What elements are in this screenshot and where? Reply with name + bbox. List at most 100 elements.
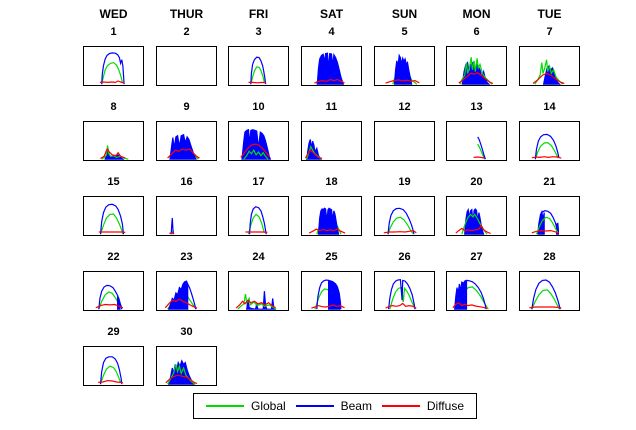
day-plot-9 — [167, 133, 200, 160]
day-cell-19 — [374, 196, 435, 236]
beam-curve — [169, 133, 197, 160]
day-number-11: 11 — [325, 101, 338, 113]
day-cell-27 — [446, 271, 507, 311]
day-cell-25 — [301, 271, 362, 311]
day-cell-17 — [228, 196, 289, 236]
day-number-27: 27 — [470, 251, 483, 263]
day-cell-5 — [374, 46, 435, 86]
beam-curve — [249, 206, 267, 235]
beam-curve — [306, 139, 323, 160]
beam-curve — [316, 52, 345, 85]
day-plot-6 — [458, 57, 494, 85]
day-cell-10 — [228, 121, 289, 161]
day-plot-23 — [164, 280, 198, 310]
day-number-9: 9 — [183, 101, 190, 113]
diffuse-curve — [529, 306, 562, 309]
weekday-header-sun: SUN — [391, 7, 418, 21]
day-plot-29 — [98, 356, 124, 385]
diffuse-curve — [383, 229, 417, 234]
beam-curve — [317, 207, 340, 235]
diffuse-curve — [531, 156, 562, 159]
day-cell-22 — [83, 271, 144, 311]
day-number-8: 8 — [110, 101, 117, 113]
beam-curve — [116, 295, 121, 310]
day-number-23: 23 — [180, 251, 193, 263]
diffuse-curve — [452, 301, 488, 310]
day-plot-8 — [100, 145, 129, 160]
day-plot-13 — [473, 136, 486, 160]
day-cell-11 — [301, 121, 362, 161]
diffuse-curve — [304, 149, 323, 160]
day-number-26: 26 — [398, 251, 411, 263]
diffuse-curve — [165, 374, 198, 385]
day-number-6: 6 — [473, 26, 480, 38]
day-cell-3 — [228, 46, 289, 86]
day-number-5: 5 — [401, 26, 408, 38]
diffuse-curve — [314, 78, 345, 84]
day-plot-10 — [240, 128, 272, 160]
legend: Global Beam Diffuse — [193, 393, 477, 419]
diffuse-curve — [385, 302, 417, 309]
weekday-header-sat: SAT — [319, 7, 344, 21]
day-number-24: 24 — [252, 251, 265, 263]
day-cell-15 — [83, 196, 144, 236]
day-number-28: 28 — [543, 251, 556, 263]
day-plot-24 — [235, 291, 277, 310]
legend-label-global: Global — [251, 399, 286, 413]
day-number-25: 25 — [325, 251, 338, 263]
day-cell-30 — [156, 346, 217, 386]
day-number-1: 1 — [110, 26, 117, 38]
global-curve — [531, 289, 561, 310]
diffuse-curve — [308, 228, 346, 234]
beam-curve — [99, 203, 125, 235]
day-number-14: 14 — [543, 101, 556, 113]
beam-curve — [99, 356, 123, 385]
beam-curve — [534, 133, 560, 160]
weekday-header-tue: TUE — [537, 7, 562, 21]
day-number-18: 18 — [325, 176, 338, 188]
diffuse-curve — [169, 231, 175, 235]
day-plot-18 — [308, 207, 346, 235]
day-cell-9 — [156, 121, 217, 161]
day-plot-22 — [95, 284, 124, 310]
legend-label-beam: Beam — [340, 399, 372, 413]
beam-line-swatch — [295, 405, 334, 407]
global-curve — [477, 143, 486, 160]
diffuse-curve — [531, 229, 560, 234]
day-plot-14 — [531, 133, 562, 160]
global-curve — [459, 57, 493, 85]
day-cell-23 — [156, 271, 217, 311]
day-plot-3 — [248, 56, 267, 85]
weekday-header-mon: MON — [462, 7, 491, 21]
day-plot-28 — [529, 279, 562, 310]
day-plot-27 — [452, 279, 489, 310]
day-cell-2 — [156, 46, 217, 86]
day-cell-24 — [228, 271, 289, 311]
day-plot-15 — [98, 203, 126, 235]
global-curve — [101, 61, 123, 85]
day-number-29: 29 — [107, 326, 120, 338]
day-number-15: 15 — [107, 176, 120, 188]
legend-item-beam: Beam — [295, 399, 372, 413]
weekday-header-thur: THUR — [169, 7, 204, 21]
global-curve — [250, 66, 265, 85]
beam-curve — [393, 53, 413, 85]
day-plot-12 — [375, 122, 434, 160]
beam-curve — [250, 56, 267, 85]
day-plot-30 — [165, 359, 198, 385]
day-cell-8 — [83, 121, 144, 161]
beam-curve — [187, 283, 197, 310]
diffuse-curve — [98, 379, 124, 384]
day-plot-11 — [304, 139, 323, 160]
legend-label-diffuse: Diffuse — [426, 399, 464, 413]
diffuse-curve — [311, 304, 345, 309]
day-cell-6 — [446, 46, 507, 86]
day-plot-2 — [157, 47, 216, 85]
day-number-10: 10 — [252, 101, 265, 113]
global-curve — [535, 216, 559, 235]
beam-curve — [170, 217, 175, 235]
diffuse-curve — [458, 72, 494, 85]
diffuse-curve — [455, 223, 491, 235]
beam-curve — [101, 52, 125, 85]
beam-curve — [387, 207, 415, 235]
